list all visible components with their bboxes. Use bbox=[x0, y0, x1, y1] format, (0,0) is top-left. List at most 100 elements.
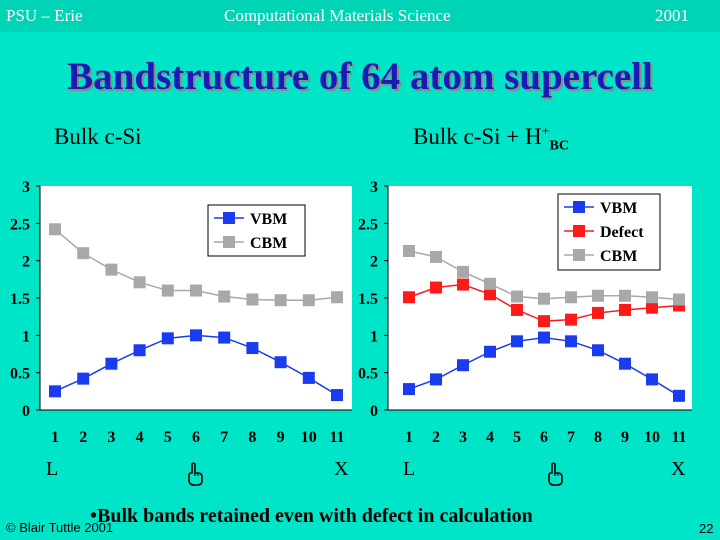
data-point bbox=[133, 344, 146, 357]
data-point bbox=[403, 383, 415, 396]
y-tick-label: 0 bbox=[370, 403, 378, 420]
data-point bbox=[430, 281, 442, 294]
x-tick-label: 3 bbox=[459, 429, 467, 446]
data-point bbox=[592, 344, 604, 357]
data-point bbox=[161, 284, 174, 297]
y-tick-label: 2.5 bbox=[358, 216, 378, 233]
left-band-chart: 0 0.5 1 1.5 2 2.5 3 1 2 3 4 5 6 7 8 9 10 11 VBM CBM bbox=[10, 179, 352, 446]
data-point bbox=[646, 291, 658, 304]
bullet-point: •Bulk bands retained even with defect in… bbox=[90, 505, 533, 527]
data-point bbox=[457, 359, 469, 372]
right-band-chart: 0 0.5 1 1.5 2 2.5 3 1 2 3 4 5 6 7 8 9 10 11 VBM Defect CBM bbox=[358, 179, 692, 446]
data-point bbox=[673, 389, 685, 402]
header-right: 2001 bbox=[655, 6, 689, 25]
data-point bbox=[77, 372, 90, 385]
data-point bbox=[161, 332, 174, 345]
legend-marker bbox=[573, 225, 585, 237]
slide-title: Bandstructure of 64 atom supercell bbox=[67, 55, 653, 98]
copyright-text: © Blair Tuttle 2001 bbox=[6, 520, 114, 535]
right-x-point-label: X bbox=[671, 458, 686, 480]
y-tick-label: 3 bbox=[370, 179, 378, 196]
x-tick-label: 11 bbox=[671, 429, 686, 446]
data-point bbox=[646, 373, 658, 386]
data-point bbox=[538, 292, 550, 305]
x-tick-label: 6 bbox=[540, 429, 548, 446]
data-point bbox=[302, 371, 315, 384]
page-number: 22 bbox=[699, 521, 714, 536]
legend-label: Defect bbox=[600, 224, 644, 241]
data-point bbox=[565, 291, 577, 304]
data-point bbox=[403, 291, 415, 304]
y-tick-label: 1.5 bbox=[358, 291, 378, 308]
data-point bbox=[511, 290, 523, 303]
pointing-hand-icon bbox=[188, 462, 203, 486]
data-point bbox=[133, 276, 146, 289]
legend-label: CBM bbox=[600, 248, 637, 265]
data-point bbox=[538, 315, 550, 328]
x-tick-label: 10 bbox=[644, 429, 660, 446]
data-point bbox=[484, 288, 496, 301]
data-point bbox=[538, 331, 550, 344]
data-point bbox=[484, 345, 496, 358]
data-point bbox=[619, 289, 631, 302]
data-point bbox=[218, 290, 231, 303]
x-tick-label: 7 bbox=[567, 429, 575, 446]
left-l-point-label: L bbox=[46, 458, 59, 480]
y-tick-label: 0 bbox=[22, 403, 30, 420]
data-point bbox=[565, 313, 577, 326]
left-panel-label: Bulk c-Si bbox=[54, 124, 142, 149]
data-point bbox=[511, 335, 523, 348]
x-tick-label: 7 bbox=[220, 429, 228, 446]
x-tick-label: 9 bbox=[277, 429, 285, 446]
legend-marker bbox=[573, 201, 585, 213]
x-tick-label: 5 bbox=[513, 429, 521, 446]
y-tick-label: 0.5 bbox=[10, 366, 30, 383]
data-point bbox=[105, 357, 118, 370]
data-point bbox=[302, 294, 315, 307]
data-point bbox=[246, 342, 259, 355]
right-panel-label-sup: + bbox=[541, 124, 550, 140]
data-point bbox=[619, 357, 631, 370]
data-point bbox=[430, 373, 442, 386]
right-panel-label-main: Bulk c-Si + H bbox=[413, 124, 542, 149]
x-tick-label: 4 bbox=[486, 429, 494, 446]
data-point bbox=[430, 250, 442, 263]
data-point bbox=[331, 291, 343, 304]
right-panel-label: Bulk c-Si + H+BC bbox=[413, 124, 569, 155]
data-point bbox=[190, 284, 202, 297]
slide-header: PSU – Erie Computational Materials Scien… bbox=[0, 0, 720, 32]
data-point bbox=[77, 247, 90, 260]
data-point bbox=[619, 303, 631, 316]
x-tick-label: 3 bbox=[107, 429, 115, 446]
data-point bbox=[646, 301, 658, 314]
y-tick-label: 1 bbox=[370, 328, 378, 345]
data-point bbox=[457, 278, 469, 291]
x-tick-label: 10 bbox=[301, 429, 317, 446]
x-tick-label: 8 bbox=[594, 429, 602, 446]
x-tick-label: 1 bbox=[405, 429, 413, 446]
data-point bbox=[511, 303, 523, 316]
y-tick-label: 1.5 bbox=[10, 291, 30, 308]
y-tick-label: 0.5 bbox=[358, 366, 378, 383]
data-point bbox=[673, 293, 685, 306]
legend-marker bbox=[223, 236, 235, 248]
data-point bbox=[592, 289, 604, 302]
data-point bbox=[49, 223, 61, 236]
header-center: Computational Materials Science bbox=[224, 6, 451, 25]
pointing-hand-icon bbox=[548, 462, 563, 486]
right-panel-label-sub: BC bbox=[549, 138, 569, 154]
legend-marker bbox=[223, 212, 235, 224]
y-tick-label: 1 bbox=[22, 328, 30, 345]
data-point bbox=[274, 294, 287, 307]
data-point bbox=[218, 331, 231, 344]
data-point bbox=[246, 293, 259, 306]
right-l-point-label: L bbox=[403, 458, 416, 480]
data-point bbox=[190, 329, 202, 342]
data-point bbox=[565, 335, 577, 348]
data-point bbox=[457, 265, 469, 278]
x-tick-label: 6 bbox=[192, 429, 200, 446]
data-point bbox=[592, 306, 604, 319]
y-tick-label: 2 bbox=[370, 254, 378, 271]
x-tick-label: 2 bbox=[432, 429, 440, 446]
data-point bbox=[274, 356, 287, 369]
